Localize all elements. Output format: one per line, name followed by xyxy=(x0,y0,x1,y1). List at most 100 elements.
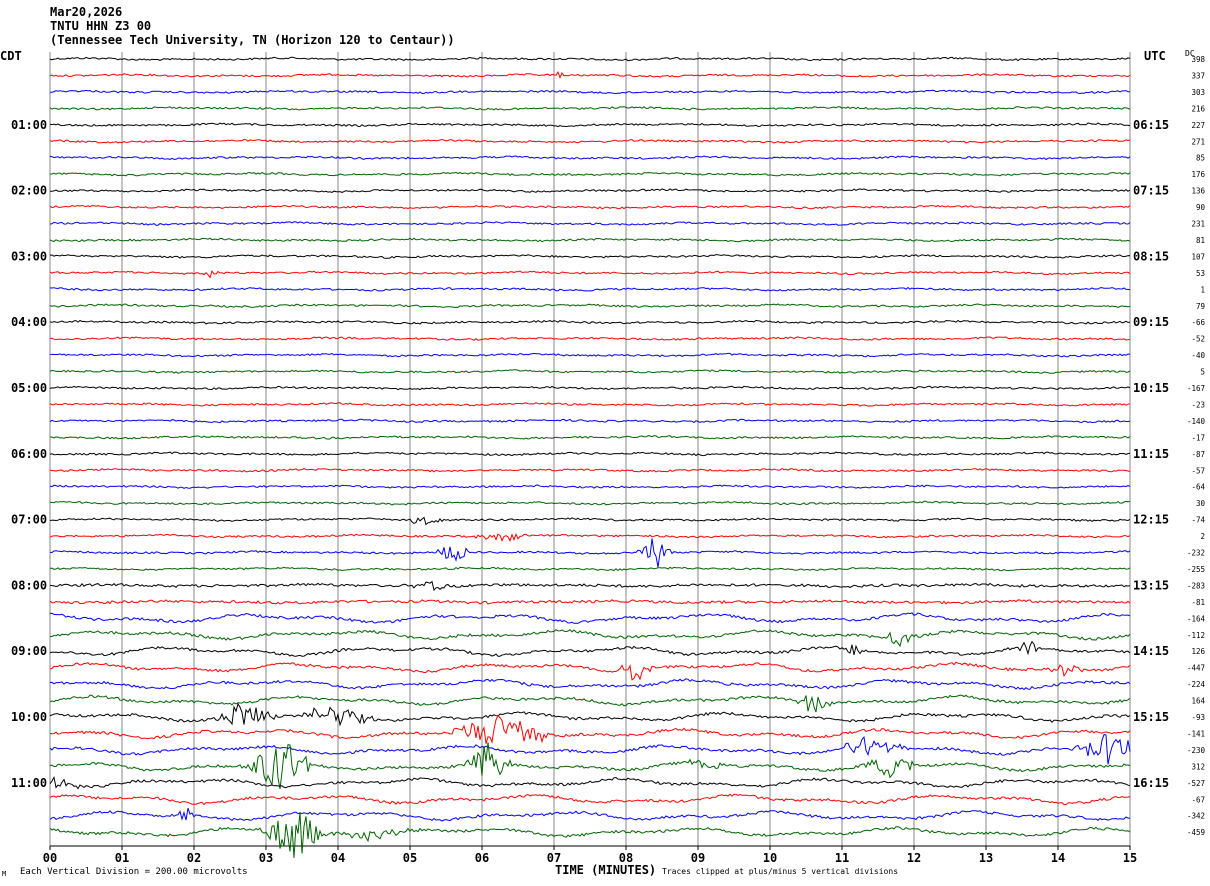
dc-offset-label: 312 xyxy=(1191,762,1205,771)
x-tick-label: 00 xyxy=(43,851,57,865)
dc-offset-label: 398 xyxy=(1191,55,1205,64)
dc-offset-label: 216 xyxy=(1191,104,1205,113)
seismic-trace xyxy=(49,694,1131,713)
seismic-trace xyxy=(49,155,1131,161)
utc-time-label: 07:15 xyxy=(1133,184,1169,198)
utc-time-label: 06:15 xyxy=(1133,118,1169,132)
dc-offset-label: 271 xyxy=(1191,137,1205,146)
dc-offset-label: 2 xyxy=(1200,532,1205,541)
seismic-trace xyxy=(49,369,1131,374)
seismic-trace xyxy=(49,204,1131,210)
dc-offset-label: 164 xyxy=(1191,697,1205,706)
station-location: (Tennessee Tech University, TN (Horizon … xyxy=(50,33,455,47)
utc-time-label: 09:15 xyxy=(1133,315,1169,329)
seismic-trace xyxy=(49,402,1131,407)
dc-offset-label: -167 xyxy=(1187,384,1205,393)
seismic-trace xyxy=(49,385,1131,391)
x-tick-label: 08 xyxy=(619,851,633,865)
seismic-trace xyxy=(49,599,1131,605)
seismic-trace xyxy=(49,269,1131,279)
dc-offset-label: -57 xyxy=(1191,466,1205,475)
left-timezone-label: CDT xyxy=(0,49,22,63)
dc-offset-label: -224 xyxy=(1187,680,1206,689)
corner-mark: M xyxy=(2,870,7,878)
x-tick-label: 06 xyxy=(475,851,489,865)
dc-offset-label: 176 xyxy=(1191,170,1205,179)
utc-time-label: 10:15 xyxy=(1133,381,1169,395)
seismic-trace xyxy=(49,254,1131,259)
dc-offset-label: -342 xyxy=(1187,812,1205,821)
utc-time-label: 08:15 xyxy=(1133,249,1169,263)
dc-offset-label: -232 xyxy=(1187,549,1205,558)
dc-offset-label: -52 xyxy=(1191,335,1205,344)
dc-offset-label: 5 xyxy=(1200,368,1205,377)
seismic-trace xyxy=(49,303,1131,308)
x-tick-label: 09 xyxy=(691,851,705,865)
seismic-trace xyxy=(49,237,1131,243)
dc-offset-label: -81 xyxy=(1191,598,1205,607)
x-tick-label: 10 xyxy=(763,851,777,865)
x-tick-label: 02 xyxy=(187,851,201,865)
dc-offset-label: 79 xyxy=(1196,302,1205,311)
x-tick-label: 15 xyxy=(1123,851,1137,865)
dc-offset-label: 53 xyxy=(1196,269,1205,278)
x-tick-label: 01 xyxy=(115,851,129,865)
seismic-trace xyxy=(49,352,1131,358)
utc-time-label: 16:15 xyxy=(1133,776,1169,790)
seismic-trace xyxy=(49,640,1131,657)
seismic-trace xyxy=(49,138,1131,144)
seismic-trace xyxy=(49,661,1131,681)
division-note: Each Vertical Division = 200.00 microvol… xyxy=(20,867,248,877)
dc-offset-label: 1 xyxy=(1200,285,1205,294)
seismic-trace xyxy=(49,808,1131,822)
cdt-time-label: 01:00 xyxy=(11,118,47,132)
utc-time-label: 13:15 xyxy=(1133,578,1169,592)
dc-offset-label: 30 xyxy=(1196,499,1206,508)
seismic-trace xyxy=(49,286,1131,292)
seismic-trace xyxy=(49,629,1131,648)
seismic-trace xyxy=(50,171,1131,177)
seismic-trace xyxy=(49,580,1131,592)
dc-offset-label: -164 xyxy=(1187,614,1206,623)
seismic-trace xyxy=(49,467,1131,473)
utc-time-label: 12:15 xyxy=(1133,513,1169,527)
seismic-trace xyxy=(49,336,1131,341)
x-tick-label: 05 xyxy=(403,851,417,865)
seismic-trace xyxy=(49,714,1131,744)
cdt-time-label: 06:00 xyxy=(11,447,47,461)
seismic-trace xyxy=(49,775,1131,790)
x-tick-label: 13 xyxy=(979,851,993,865)
seismic-trace xyxy=(49,612,1131,624)
dc-offset-label: 231 xyxy=(1191,220,1205,229)
seismic-trace xyxy=(49,678,1131,691)
dc-offset-label: 303 xyxy=(1191,88,1205,97)
seismic-trace xyxy=(49,122,1131,128)
cdt-time-label: 09:00 xyxy=(11,644,47,658)
seismic-trace xyxy=(49,221,1131,226)
dc-offset-label: 107 xyxy=(1191,252,1205,261)
dc-offset-label: -40 xyxy=(1191,351,1205,360)
dc-offset-label: 136 xyxy=(1191,187,1205,196)
cdt-time-label: 04:00 xyxy=(11,315,47,329)
x-tick-label: 07 xyxy=(547,851,561,865)
dc-offset-label: -230 xyxy=(1187,746,1206,755)
seismic-trace xyxy=(49,532,1131,542)
cdt-time-label: 07:00 xyxy=(11,513,47,527)
seismic-trace xyxy=(49,734,1131,765)
dc-offset-label: 227 xyxy=(1191,121,1205,130)
dc-offset-label: -64 xyxy=(1191,483,1205,492)
seismic-trace xyxy=(49,566,1131,572)
seismic-trace xyxy=(50,500,1131,506)
dc-offset-label: -459 xyxy=(1187,828,1205,837)
dc-offset-label: -74 xyxy=(1191,516,1205,525)
cdt-time-label: 02:00 xyxy=(11,184,47,198)
dc-offset-label: -87 xyxy=(1191,450,1205,459)
cdt-time-label: 05:00 xyxy=(11,381,47,395)
x-tick-label: 11 xyxy=(835,851,849,865)
dc-offset-label: 85 xyxy=(1196,154,1205,163)
seismic-trace xyxy=(49,56,1131,62)
seismic-trace xyxy=(49,188,1131,193)
dc-offset-label: 337 xyxy=(1191,71,1205,80)
station-code: TNTU HHN Z3 00 xyxy=(50,19,152,33)
